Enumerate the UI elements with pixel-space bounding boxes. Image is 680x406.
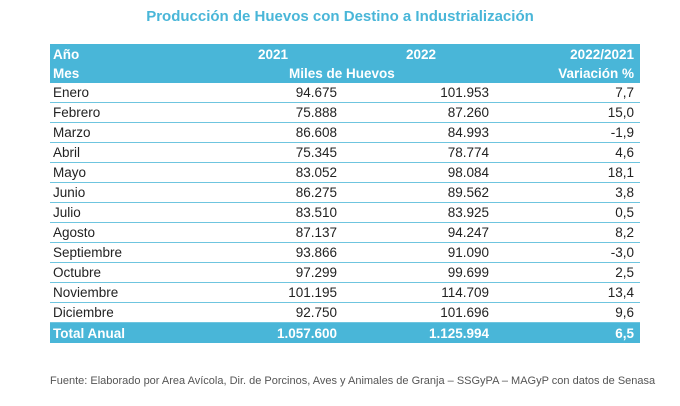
variation-cell: 15,0: [503, 102, 640, 123]
value-2022-cell: 87.260: [339, 102, 503, 123]
value-2021-cell: 101.195: [207, 282, 339, 303]
table-body: Enero 94.675 101.953 7,7 Febrero 75.888 87.260…: [50, 83, 640, 323]
value-2021-cell: 83.052: [207, 162, 339, 183]
month-cell: Septiembre: [50, 242, 207, 263]
value-2022-cell: 78.774: [339, 142, 503, 163]
value-2022-cell: 91.090: [339, 242, 503, 263]
header-variation: Variación %: [503, 64, 640, 83]
value-2021-cell: 83.510: [207, 202, 339, 223]
month-cell: Noviembre: [50, 282, 207, 303]
header-unit: Miles de Huevos: [207, 64, 503, 83]
table-row: Marzo 86.608 84.993 -1,9: [50, 122, 640, 143]
value-2022-cell: 89.562: [339, 182, 503, 203]
variation-cell: 3,8: [503, 182, 640, 203]
table-row: Enero 94.675 101.953 7,7: [50, 83, 640, 103]
header-2021: 2021: [207, 44, 339, 64]
variation-cell: 2,5: [503, 262, 640, 283]
value-2022-cell: 101.696: [339, 302, 503, 323]
table-row: Noviembre 101.195 114.709 13,4: [50, 282, 640, 303]
value-2021-cell: 93.866: [207, 242, 339, 263]
variation-cell: 18,1: [503, 162, 640, 183]
production-table: Año 2021 2022 2022/2021 Mes Miles de Hue…: [50, 44, 640, 343]
variation-cell: 7,7: [503, 83, 640, 103]
table-row: Junio 86.275 89.562 3,8: [50, 182, 640, 203]
month-cell: Julio: [50, 202, 207, 223]
table-row: Julio 83.510 83.925 0,5: [50, 202, 640, 223]
header-ratio: 2022/2021: [503, 44, 640, 64]
month-cell: Agosto: [50, 222, 207, 243]
header-row-years: Año 2021 2022 2022/2021: [50, 44, 640, 64]
total-label: Total Anual: [50, 322, 207, 343]
month-cell: Marzo: [50, 122, 207, 143]
value-2021-cell: 75.888: [207, 102, 339, 123]
value-2021-cell: 87.137: [207, 222, 339, 243]
table-row: Mayo 83.052 98.084 18,1: [50, 162, 640, 183]
header-month-label: Mes: [50, 64, 207, 83]
value-2022-cell: 114.709: [339, 282, 503, 303]
total-2021: 1.057.600: [207, 322, 339, 343]
value-2022-cell: 98.084: [339, 162, 503, 183]
header-2022: 2022: [339, 44, 503, 64]
value-2021-cell: 97.299: [207, 262, 339, 283]
value-2022-cell: 84.993: [339, 122, 503, 143]
table-row: Febrero 75.888 87.260 15,0: [50, 102, 640, 123]
variation-cell: 4,6: [503, 142, 640, 163]
source-note: Fuente: Elaborado por Area Avícola, Dir.…: [50, 375, 656, 387]
month-cell: Junio: [50, 182, 207, 203]
table-footer: Total Anual 1.057.600 1.125.994 6,5: [50, 322, 640, 343]
month-cell: Diciembre: [50, 302, 207, 323]
month-cell: Mayo: [50, 162, 207, 183]
total-2022: 1.125.994: [339, 322, 503, 343]
header-year-label: Año: [50, 44, 207, 64]
value-2022-cell: 94.247: [339, 222, 503, 243]
value-2022-cell: 99.699: [339, 262, 503, 283]
table-row: Agosto 87.137 94.247 8,2: [50, 222, 640, 243]
value-2021-cell: 92.750: [207, 302, 339, 323]
value-2021-cell: 94.675: [207, 83, 339, 103]
variation-cell: 9,6: [503, 302, 640, 323]
table-header: Año 2021 2022 2022/2021 Mes Miles de Hue…: [50, 44, 640, 83]
month-cell: Octubre: [50, 262, 207, 283]
month-cell: Abril: [50, 142, 207, 163]
variation-cell: 8,2: [503, 222, 640, 243]
variation-cell: 0,5: [503, 202, 640, 223]
variation-cell: -3,0: [503, 242, 640, 263]
month-cell: Febrero: [50, 102, 207, 123]
value-2021-cell: 75.345: [207, 142, 339, 163]
variation-cell: 13,4: [503, 282, 640, 303]
table-row: Abril 75.345 78.774 4,6: [50, 142, 640, 163]
table-row: Octubre 97.299 99.699 2,5: [50, 262, 640, 283]
total-row: Total Anual 1.057.600 1.125.994 6,5: [50, 322, 640, 343]
variation-cell: -1,9: [503, 122, 640, 143]
month-cell: Enero: [50, 83, 207, 103]
value-2022-cell: 101.953: [339, 83, 503, 103]
table-row: Diciembre 92.750 101.696 9,6: [50, 302, 640, 323]
value-2021-cell: 86.275: [207, 182, 339, 203]
table-title: Producción de Huevos con Destino a Indus…: [146, 8, 534, 25]
value-2021-cell: 86.608: [207, 122, 339, 143]
value-2022-cell: 83.925: [339, 202, 503, 223]
table-row: Septiembre 93.866 91.090 -3,0: [50, 242, 640, 263]
header-row-units: Mes Miles de Huevos Variación %: [50, 64, 640, 83]
total-variation: 6,5: [503, 322, 640, 343]
